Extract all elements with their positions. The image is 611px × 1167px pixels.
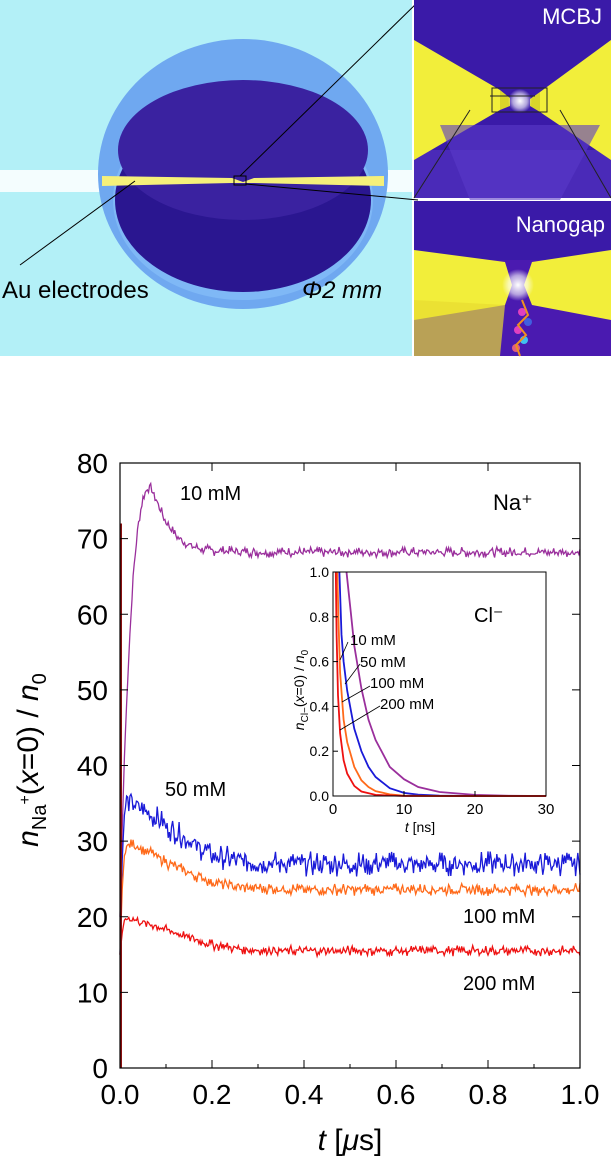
series-line-200mM	[119, 915, 581, 959]
label-10mM: 10 mM	[180, 483, 241, 505]
x-axis-label: t [μs]	[318, 1124, 383, 1157]
x-tick-label: 0.2	[193, 1079, 232, 1110]
zoom-line-bottom	[245, 183, 419, 201]
inset-x-label: t [ns]	[405, 819, 435, 835]
series-line-100mM	[119, 839, 581, 955]
inset-y-tick-label: 0.4	[310, 698, 330, 714]
y-tick-label: 40	[77, 751, 108, 782]
y-tick-label: 80	[77, 448, 108, 479]
inset-leader-10	[339, 641, 349, 661]
inset-y-tick-label: 1.0	[310, 564, 330, 580]
mcbj-label: MCBJ	[542, 4, 602, 29]
y-axis-label: nNa+(x=0) / n0	[12, 673, 51, 847]
inset-y-tick-label: 0.6	[310, 654, 330, 670]
mcbj-panel: MCBJ	[413, 0, 611, 200]
x-tick-label: 0.8	[469, 1079, 508, 1110]
label-50mM: 50 mM	[165, 779, 226, 801]
series-line-10mM	[119, 481, 581, 917]
inset-y-label: nCl−(x=0) / n0	[291, 649, 311, 730]
inset-x-tick-label: 0	[329, 801, 337, 818]
x-tick-label: 0.6	[377, 1079, 416, 1110]
axis-ticks: 0.0 0.2 0.4 0.6 0.8 1.0 0 10 20 30 40 50 60 70 80	[77, 448, 600, 1110]
y-tick-label: 0	[92, 1053, 108, 1084]
label-100mM: 100 mM	[463, 906, 535, 928]
inset-leader-100	[341, 685, 371, 703]
inset-axis-ticks: 0 10 20 30 0.0 0.2 0.4 0.6 0.8 1.0	[310, 564, 555, 818]
inset-label-100mM: 100 mM	[370, 675, 424, 692]
inset-y-tick-label: 0.0	[310, 788, 330, 804]
inset-x-tick-label: 30	[538, 801, 555, 818]
nanogap-panel: Nanogap	[414, 201, 611, 357]
x-tick-label: 0.0	[101, 1079, 140, 1110]
nanogap-label: Nanogap	[516, 212, 605, 237]
inset-x-tick-label: 10	[396, 801, 413, 818]
y-tick-label: 20	[77, 902, 108, 933]
ion-label-cl: Cl⁻	[474, 605, 503, 627]
inset-y-tick-label: 0.8	[310, 609, 330, 625]
inset-label-200mM: 200 mM	[380, 696, 434, 713]
inset-leader-200	[339, 705, 381, 731]
ion-label-na: Na⁺	[493, 490, 533, 515]
label-200mM: 200 mM	[463, 973, 535, 995]
electrodes-pointer	[19, 180, 136, 266]
au-electrodes	[102, 176, 384, 186]
zoom-line-top	[239, 0, 421, 177]
y-tick-label: 30	[77, 826, 108, 857]
x-tick-label: 1.0	[561, 1079, 600, 1110]
diameter-label: Φ2 mm	[302, 277, 382, 304]
inset-line-200mM	[334, 571, 546, 797]
inner-disc-top	[118, 80, 368, 220]
y-tick-label: 70	[77, 524, 108, 555]
inset-y-label-text: nCl−(x=0) / n0	[291, 649, 311, 730]
electrodes-label: Au electrodes	[2, 277, 149, 304]
inset-background	[333, 572, 546, 796]
inset-y-tick-label: 0.2	[310, 743, 330, 759]
device-illustration: Au electrodes Φ2 mm MCBJ Nanogap	[0, 0, 611, 357]
inset-leader-50	[344, 663, 361, 685]
inset-frame	[332, 571, 547, 797]
y-tick-label: 60	[77, 599, 108, 630]
y-tick-label: 10	[77, 977, 108, 1008]
x-tick-label: 0.4	[285, 1079, 324, 1110]
y-axis-label-text: nNa+(x=0) / n0	[12, 673, 51, 847]
inset-label-50mM: 50 mM	[360, 654, 406, 671]
inset-label-10mM: 10 mM	[350, 632, 396, 649]
inset-x-tick-label: 20	[467, 801, 484, 818]
y-tick-label: 50	[77, 675, 108, 706]
series-line-50mM	[119, 792, 581, 955]
